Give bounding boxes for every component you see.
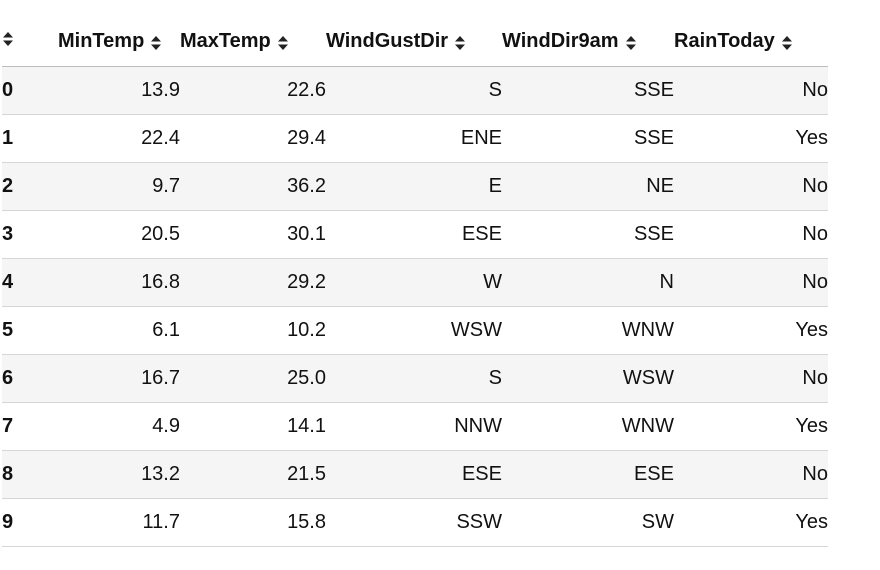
cell-raintoday: No [802,462,828,485]
cell-raintoday: No [802,366,828,389]
sort-icon[interactable] [2,30,14,47]
cell-windgustdir: S [488,366,502,389]
cell-mintemp: 4.9 [152,414,180,437]
cell-windgustdir: NNW [454,414,502,437]
cell-winddir9am: WSW [622,366,674,389]
cell-mintemp: 6.1 [152,318,180,341]
cell-windgustdir: ESE [461,222,502,245]
cell-mintemp: 22.4 [141,126,180,149]
data-table: MinTemp MaxTemp WindGustDir WindDir9am R… [2,18,828,547]
sort-icon[interactable] [625,34,637,50]
cell-mintemp: 13.9 [141,78,180,101]
cell-maxtemp: 10.2 [287,318,326,341]
column-header-windgustdir[interactable]: WindGustDir [326,18,502,66]
cell-maxtemp: 29.4 [287,126,326,149]
cell-winddir9am: NE [646,174,674,197]
table-row[interactable]: 3 20.5 30.1 ESE SSE No [2,210,828,258]
cell-winddir9am: ESE [633,462,674,485]
cell-winddir9am: WNW [621,318,674,341]
cell-raintoday: Yes [795,318,828,341]
cell-raintoday: Yes [795,414,828,437]
cell-mintemp: 9.7 [152,174,180,197]
cell-mintemp: 16.8 [141,270,180,293]
table-body: 0 13.9 22.6 S SSE No 1 22.4 29.4 ENE SSE Yes 2 9.7 36.… [2,66,828,546]
column-header-mintemp[interactable]: MinTemp [58,18,180,66]
column-header-maxtemp[interactable]: MaxTemp [180,18,326,66]
cell-maxtemp: 29.2 [287,270,326,293]
column-header-label: MaxTemp [180,30,271,53]
column-header-label: WindDir9am [502,30,619,53]
row-index: 6 [2,366,14,389]
cell-mintemp: 11.7 [142,510,180,533]
cell-winddir9am: WNW [621,414,674,437]
cell-raintoday: Yes [795,126,828,149]
cell-raintoday: Yes [795,510,828,533]
cell-maxtemp: 14.1 [287,414,326,437]
cell-raintoday: No [802,174,828,197]
cell-maxtemp: 30.1 [287,222,326,245]
cell-windgustdir: W [483,270,502,293]
row-index: 0 [2,78,14,101]
sort-icon[interactable] [454,34,466,50]
row-index: 3 [2,222,14,245]
header-row: MinTemp MaxTemp WindGustDir WindDir9am R… [2,18,828,66]
sort-icon[interactable] [150,34,162,50]
row-index: 4 [2,270,14,293]
cell-windgustdir: E [488,174,502,197]
table-row[interactable]: 7 4.9 14.1 NNW WNW Yes [2,402,828,450]
cell-raintoday: No [802,78,828,101]
cell-winddir9am: SSE [633,126,674,149]
cell-windgustdir: S [488,78,502,101]
cell-winddir9am: SW [641,510,674,533]
cell-mintemp: 16.7 [141,366,180,389]
row-index: 8 [2,462,14,485]
column-header-label: RainToday [674,30,775,53]
cell-maxtemp: 25.0 [287,366,326,389]
table-row[interactable]: 5 6.1 10.2 WSW WNW Yes [2,306,828,354]
row-index: 5 [2,318,14,341]
table-row[interactable]: 8 13.2 21.5 ESE ESE No [2,450,828,498]
cell-maxtemp: 21.5 [287,462,326,485]
row-index: 2 [2,174,14,197]
table-row[interactable]: 4 16.8 29.2 W N No [2,258,828,306]
table-row[interactable]: 1 22.4 29.4 ENE SSE Yes [2,114,828,162]
column-header-label: WindGustDir [326,30,449,53]
cell-windgustdir: WSW [450,318,502,341]
cell-raintoday: No [802,270,828,293]
table-row[interactable]: 9 11.7 15.8 SSW SW Yes [2,498,828,546]
cell-windgustdir: ESE [461,462,502,485]
cell-winddir9am: SSE [633,222,674,245]
cell-maxtemp: 36.2 [287,174,326,197]
column-header-index[interactable] [2,18,58,66]
column-header-winddir9am[interactable]: WindDir9am [502,18,674,66]
row-index: 9 [2,510,14,533]
cell-maxtemp: 22.6 [287,78,326,101]
cell-windgustdir: SSW [456,510,502,533]
cell-winddir9am: SSE [633,78,674,101]
column-header-raintoday[interactable]: RainToday [674,18,828,66]
row-index: 7 [2,414,14,437]
table-row[interactable]: 6 16.7 25.0 S WSW No [2,354,828,402]
cell-maxtemp: 15.8 [287,510,326,533]
cell-windgustdir: ENE [460,126,502,149]
row-index: 1 [2,126,14,149]
cell-mintemp: 13.2 [141,462,180,485]
column-header-label: MinTemp [58,30,145,53]
sort-icon[interactable] [277,34,289,50]
table-row[interactable]: 2 9.7 36.2 E NE No [2,162,828,210]
cell-mintemp: 20.5 [141,222,180,245]
cell-winddir9am: N [659,270,674,293]
sort-icon[interactable] [781,34,793,50]
cell-raintoday: No [802,222,828,245]
table-row[interactable]: 0 13.9 22.6 S SSE No [2,66,828,114]
